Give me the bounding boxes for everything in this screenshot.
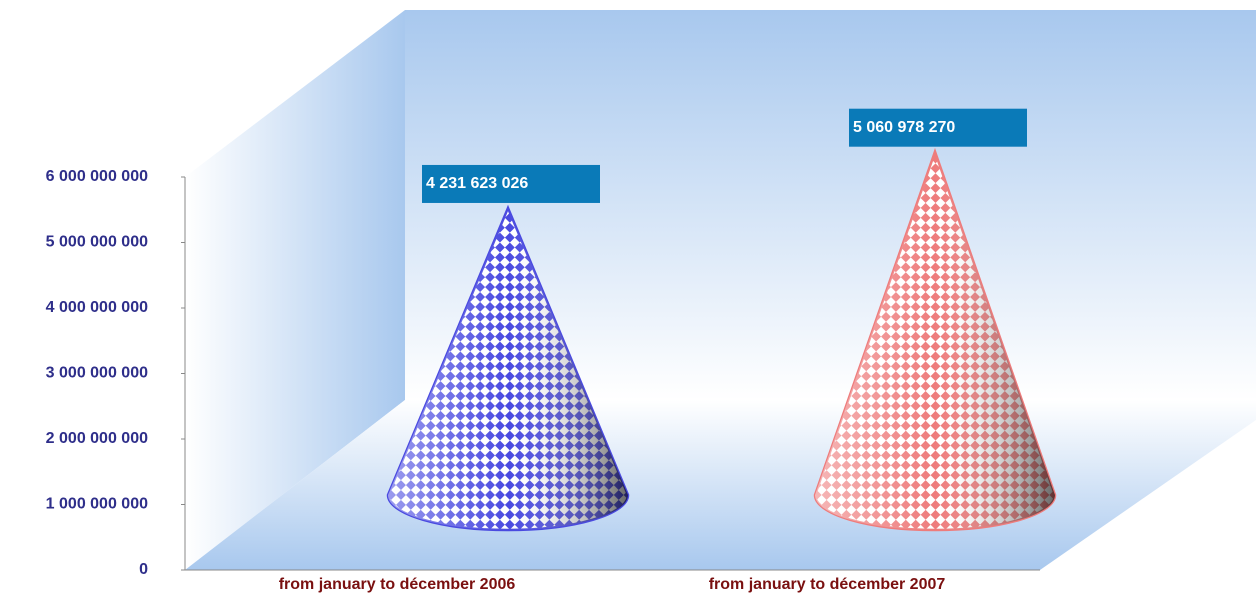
x-tick-label: from january to décember 2007 [709, 576, 946, 593]
chart: 0 1 000 000 000 2 000 000 000 3 000 000 000… [0, 0, 1256, 602]
y-tick-label: 3 000 000 000 [46, 365, 148, 382]
y-tick-label: 0 [139, 561, 148, 578]
x-tick-label: from january to décember 2006 [279, 576, 516, 593]
y-tick-label: 4 000 000 000 [46, 299, 148, 316]
value-label: 5 060 978 270 [853, 119, 955, 136]
y-tick-label: 2 000 000 000 [46, 430, 148, 447]
y-tick-label: 1 000 000 000 [46, 496, 148, 513]
page: 0 1 000 000 000 2 000 000 000 3 000 000 000… [0, 0, 1256, 602]
value-label: 4 231 623 026 [426, 175, 528, 192]
y-tick-label: 5 000 000 000 [46, 234, 148, 251]
y-tick-label: 6 000 000 000 [46, 168, 148, 185]
